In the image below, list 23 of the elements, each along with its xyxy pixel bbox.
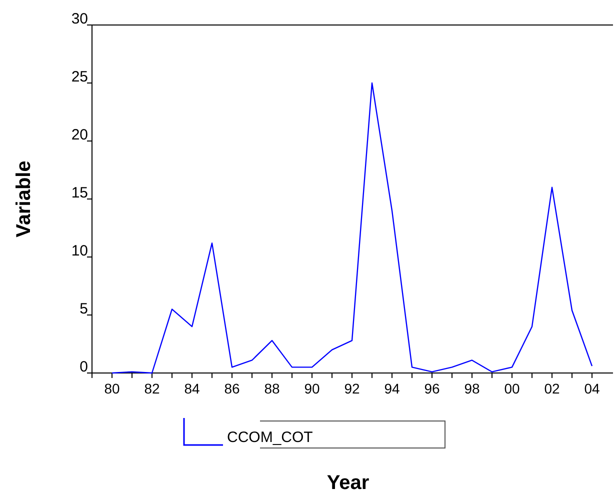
y-tick-label: 25 (71, 68, 88, 86)
y-tick-label: 0 (80, 358, 88, 376)
x-tick-label: 88 (264, 380, 280, 397)
x-tick-label: 04 (584, 380, 600, 397)
x-tick-label: 92 (344, 380, 360, 397)
x-tick-label: 94 (384, 380, 400, 397)
y-tick-label: 20 (71, 126, 88, 144)
x-axis-title: Year (326, 472, 370, 492)
legend-label: CCOM_COT (227, 429, 313, 446)
x-tick-label: 98 (464, 380, 480, 397)
x-tick-label: 96 (424, 380, 440, 397)
y-tick-label: 10 (71, 242, 88, 260)
y-axis-title: Variable (13, 160, 35, 238)
x-tick-label: 00 (504, 380, 520, 397)
x-tick-label: 86 (224, 380, 240, 397)
y-tick-label: 30 (71, 10, 88, 28)
y-tick-label: 5 (80, 300, 88, 318)
x-tick-label: 82 (144, 380, 160, 397)
y-tick-label: 15 (71, 184, 88, 202)
x-tick-label: 90 (304, 380, 320, 397)
x-tick-label: 84 (184, 380, 200, 397)
x-tick-label: 80 (104, 380, 120, 397)
x-tick-label: 02 (544, 380, 560, 397)
